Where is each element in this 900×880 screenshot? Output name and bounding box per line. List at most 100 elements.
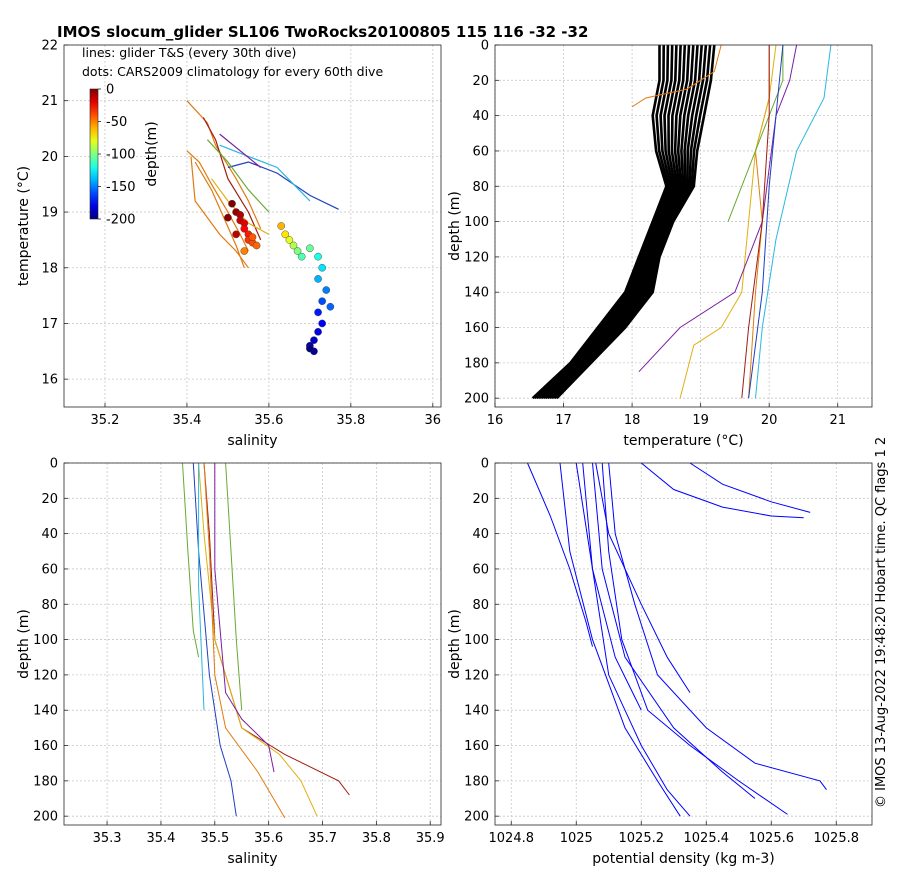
glider-salinity-profile <box>203 462 286 819</box>
axes-frame <box>494 44 873 408</box>
climatology-profile <box>531 45 668 400</box>
x-tick-label: 35.6 <box>254 831 283 846</box>
glider-ts-line <box>190 156 249 269</box>
y-tick-label: 160 <box>464 739 489 754</box>
climatology-dot <box>326 302 335 311</box>
y-tick-label: 19 <box>41 206 58 221</box>
glider-ts-line <box>194 161 245 269</box>
climatology-dot <box>314 328 322 336</box>
colorbar-tick-label: -100 <box>106 148 136 163</box>
glider-density-profile <box>582 462 691 817</box>
y-tick-label: 0 <box>481 457 489 472</box>
climatology-dot <box>277 222 285 230</box>
climatology-dot <box>228 199 236 208</box>
x-tick-label: 35.6 <box>254 413 283 428</box>
climatology-dot <box>318 263 326 272</box>
glider-density-profile <box>575 462 642 711</box>
climatology-profile <box>548 44 699 400</box>
x-tick-label: 1025 <box>560 831 593 846</box>
glider-ts-line <box>227 161 339 210</box>
ts-diagram-panel: 35.2 35.4 35.6 35.8 36 16 17 18 19 20 21 22 salinity… <box>16 39 442 449</box>
glider-salinity-profile <box>198 463 205 711</box>
climatology-profile <box>544 44 691 400</box>
climatology-dot <box>310 336 318 344</box>
climatology-dot <box>322 286 331 294</box>
y-tick-label: 180 <box>33 774 58 789</box>
x-tick-label: 35.8 <box>362 831 391 846</box>
glider-salinity-profile <box>192 462 237 817</box>
x-tick-label: 1025.6 <box>749 831 795 846</box>
climatology-dot <box>281 230 290 239</box>
colorbar-tick-label: -200 <box>106 213 136 228</box>
y-tick-label: 200 <box>33 810 58 825</box>
plot-area <box>64 463 441 825</box>
figure-title: IMOS slocum_glider SL106 TwoRocks2010080… <box>57 23 588 41</box>
climatology-dot <box>306 344 314 353</box>
x-tick-label: 1025.2 <box>619 831 665 846</box>
y-tick-label: 200 <box>464 392 489 407</box>
y-tick-label: 21 <box>41 94 58 109</box>
y-tick-label: 40 <box>41 527 58 542</box>
x-tick-label: 35.9 <box>416 831 445 846</box>
glider-density-profile <box>608 462 827 790</box>
x-tick-label: 18 <box>624 413 641 428</box>
y-tick-label: 180 <box>464 774 489 789</box>
colorbar <box>89 88 99 220</box>
x-axis-label: potential density (kg m-3) <box>592 851 774 867</box>
axes-frame <box>494 462 873 826</box>
y-tick-label: 20 <box>41 492 58 507</box>
copyright-note: © IMOS 13-Aug-2022 19:48:20 Hobart time.… <box>874 437 889 808</box>
colorbar-tick-label: -150 <box>106 180 136 195</box>
climatology-dot <box>240 247 249 255</box>
y-tick-label: 80 <box>472 598 489 613</box>
climatology-profile <box>555 44 716 400</box>
x-tick-label: 20 <box>761 413 778 428</box>
y-tick-label: 20 <box>472 492 489 507</box>
y-tick-label: 22 <box>41 39 58 54</box>
climatology-dot <box>314 308 322 317</box>
glider-density-profile <box>601 462 788 815</box>
climatology-dot <box>318 297 326 305</box>
climatology-dot <box>297 252 306 261</box>
colorbar-tick-label: -50 <box>106 115 127 130</box>
climatology-dot <box>252 241 261 250</box>
x-tick-label: 1025.4 <box>684 831 730 846</box>
x-tick-label: 19 <box>692 413 709 428</box>
y-axis-label: depth (m) <box>447 191 463 261</box>
glider-temperature-profile <box>741 45 770 399</box>
y-tick-label: 17 <box>41 317 58 332</box>
y-tick-label: 80 <box>41 598 58 613</box>
y-tick-label: 20 <box>41 150 58 165</box>
climatology-profile <box>535 44 672 400</box>
climatology-dot <box>289 241 298 250</box>
glider-ts-line <box>202 117 262 241</box>
y-tick-label: 20 <box>472 74 489 89</box>
x-tick-label: 1025.8 <box>814 831 860 846</box>
x-tick-label: 35.3 <box>93 831 122 846</box>
y-tick-label: 60 <box>472 144 489 159</box>
climatology-profile <box>539 44 678 400</box>
x-axis-label: salinity <box>227 851 277 867</box>
x-axis-label: temperature (°C) <box>623 433 743 449</box>
x-tick-label: 21 <box>829 413 846 428</box>
y-axis-label: temperature (°C) <box>16 166 32 286</box>
temperature-depth-panel: 16 17 18 19 20 21 0 20 40 60 80 100 120 140 160 180 200 t… <box>447 39 873 449</box>
glider-ts-line <box>219 144 311 202</box>
climatology-dot <box>318 319 326 328</box>
y-tick-label: 60 <box>472 562 489 577</box>
climatology-profile <box>552 44 708 400</box>
y-tick-label: 80 <box>472 180 489 195</box>
y-tick-label: 200 <box>464 810 489 825</box>
y-tick-label: 100 <box>33 633 58 648</box>
climatology-profile <box>546 44 695 400</box>
glider-temperature-profile <box>748 44 784 399</box>
glider-salinity-profile <box>225 462 243 711</box>
y-tick-label: 140 <box>464 286 489 301</box>
glider-temperature-profile <box>631 44 722 108</box>
y-tick-label: 0 <box>50 457 58 472</box>
y-tick-label: 120 <box>33 668 58 683</box>
y-tick-label: 160 <box>33 739 58 754</box>
climatology-dot <box>314 252 322 261</box>
climatology-dot <box>232 230 240 239</box>
climatology-profile <box>540 44 682 400</box>
